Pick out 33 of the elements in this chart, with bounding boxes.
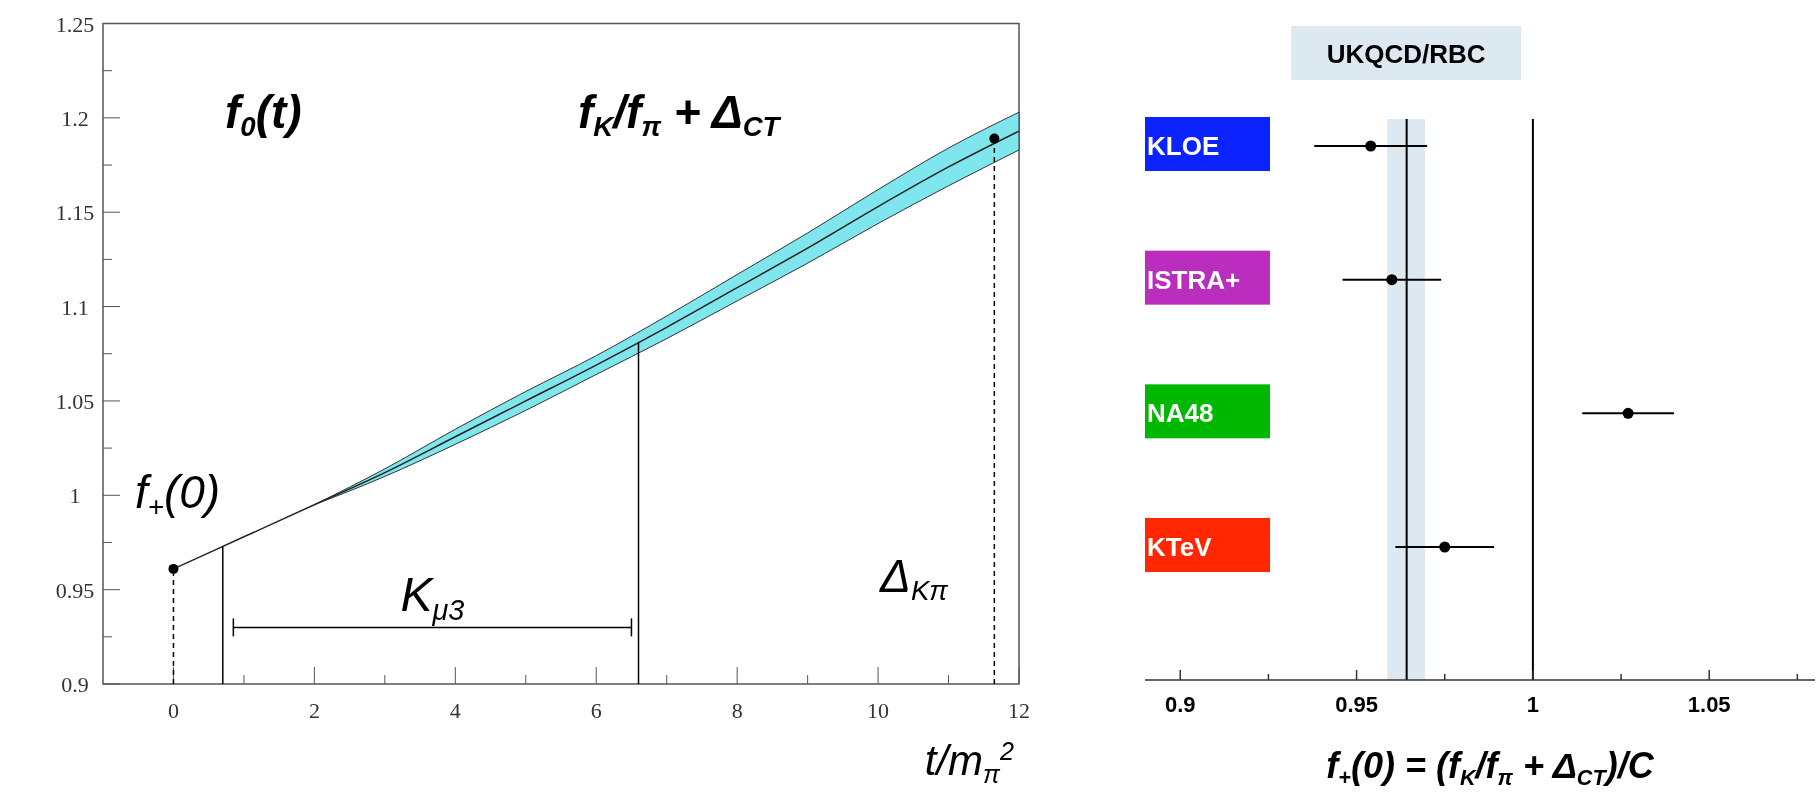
point <box>1439 541 1451 553</box>
point <box>1386 274 1398 286</box>
x-tick-label: 1 <box>1526 692 1540 717</box>
annotation: f$_{K}$/f$_{π}$ + Δ$_{CT}$ <box>578 86 782 143</box>
y-tick-label: 1.2 <box>61 105 89 131</box>
x-tick-label: 6 <box>590 698 602 723</box>
x-tick-label: 8 <box>731 698 743 723</box>
x-tick-label: 1.05 <box>1687 692 1731 717</box>
y-tick-label: 1.25 <box>55 11 95 37</box>
annotation: f$_{+}$(0) <box>135 466 221 523</box>
y-tick-label: KLOE <box>1147 131 1220 161</box>
y-tick-label: 1 <box>69 483 81 509</box>
x-tick-label: 12 <box>1008 698 1030 723</box>
y-tick-label: 0.9 <box>61 672 89 697</box>
annotation: K$_{μ3}$ <box>400 568 465 627</box>
x-tick-label: 0.95 <box>1335 692 1378 717</box>
band-label: UKQCD/RBC <box>1326 39 1486 69</box>
y-tick-label: KTeV <box>1147 532 1213 562</box>
point <box>1365 140 1377 152</box>
y-tick-label: 1.05 <box>55 388 95 414</box>
x-tick-label: 2 <box>308 698 320 723</box>
text: f$_{+}$(0) = (f$_{K}$/f$_{π}$ + Δ$_{CT}$)/C <box>1326 745 1654 790</box>
point <box>1622 407 1634 419</box>
y-tick-label: 1.1 <box>61 294 89 320</box>
annotation: Δ$_{Kπ}$ <box>879 550 949 607</box>
x-tick-label: 0 <box>167 698 179 723</box>
y-tick-label: 1.15 <box>55 200 95 226</box>
y-tick-label: 0.95 <box>55 577 95 603</box>
x-tick-label: 4 <box>449 698 461 723</box>
y-tick-label: NA48 <box>1147 398 1214 429</box>
annotation: f$_{0}$(t) <box>225 86 302 143</box>
x-tick-label: 10 <box>867 698 890 723</box>
y-tick-label: ISTRA+ <box>1147 264 1241 295</box>
